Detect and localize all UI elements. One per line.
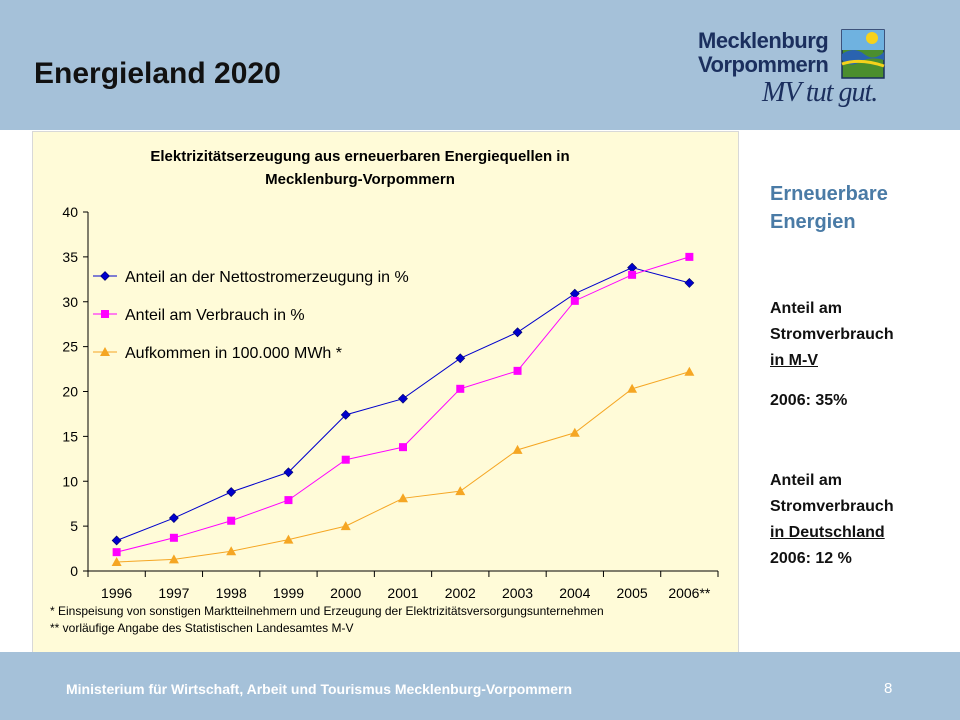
side-block2-line1: Anteil am [770,472,843,489]
logo-line2: Vorpommern [698,52,829,77]
side-heading-line2: Energien [770,211,856,233]
x-tick-label: 2006** [668,585,711,601]
legend-label-1: Anteil an der Nettostromerzeugung in % [125,269,409,286]
data-point-s1 [684,277,695,288]
data-point-s3 [398,493,408,503]
y-tick-label: 20 [62,384,78,400]
x-tick-label: 2004 [559,585,590,601]
chart-title-line2: Mecklenburg-Vorpommern [265,171,455,188]
y-tick-label: 10 [62,473,78,489]
footer-bar: Ministerium für Wirtschaft, Arbeit und T… [0,652,960,720]
data-point-s3 [111,557,122,567]
data-point-s2 [399,443,407,452]
logo: Mecklenburg Vorpommern MV tut gut. [690,22,940,112]
data-point-s1 [283,467,294,478]
data-point-s3 [512,444,523,454]
data-point-s1 [111,535,122,546]
chart-title-line1: Elektrizitätserzeugung aus erneuerbaren … [150,148,569,165]
side-heading: Erneuerbare Energien [770,180,950,236]
header-bar: Energieland 2020 Mecklenburg Vorpommern … [0,0,960,130]
chart-footnote-2: ** vorläufige Angabe des Statistischen L… [50,621,354,635]
chart-series [111,252,695,567]
data-point-s3 [226,546,237,556]
legend-label-3: Aufkommen in 100.000 MWh * [125,345,342,362]
line-chart: Elektrizitätserzeugung aus erneuerbaren … [50,148,719,635]
data-point-s1 [340,409,351,420]
side-block1-line1: Anteil am [770,300,843,317]
x-tick-label: 1996 [101,585,132,601]
side-block-de: Anteil am Stromverbrauch in Deutschland … [770,468,894,572]
y-tick-label: 5 [70,518,78,534]
data-point-s1 [168,513,179,523]
data-point-s2 [513,366,522,375]
series-line-2 [116,256,690,553]
x-tick-label: 2002 [445,585,476,601]
data-point-s3 [684,366,695,376]
data-point-s2 [169,533,178,542]
side-block2-line2: Stromverbrauch [770,498,894,515]
legend-label-2: Anteil am Verbrauch in % [125,307,305,324]
side-block1-line3: in M-V [770,352,818,369]
data-point-s2 [456,384,465,393]
logo-line1: Mecklenburg [698,28,829,53]
y-tick-label: 25 [62,339,78,355]
data-point-s3 [283,534,294,544]
y-tick-label: 15 [62,428,78,444]
x-tick-label: 2003 [502,585,533,601]
data-point-s3 [340,521,351,531]
data-point-s2 [341,455,350,464]
data-point-s2 [685,252,694,261]
landscape-logo-icon [841,29,885,79]
y-tick-label: 40 [62,204,78,220]
y-tick-label: 0 [70,563,78,579]
legend-marker-1 [100,271,110,281]
slide-title: Energieland 2020 [34,57,281,90]
data-point-s2 [227,516,236,525]
side-block1-line4: 2006: 35% [770,392,848,409]
data-point-s3 [627,383,638,393]
data-point-s2 [570,296,579,305]
side-block-mv: Anteil am Stromverbrauch in M-V 2006: 35… [770,296,894,414]
legend-marker-2 [101,310,109,318]
x-tick-label: 1997 [158,585,189,601]
data-point-s1 [398,393,408,404]
data-point-s2 [112,548,121,557]
data-point-s1 [627,262,638,273]
x-tick-label: 1998 [216,585,247,601]
data-point-s1 [455,353,466,364]
side-block1-line2: Stromverbrauch [770,326,894,343]
x-tick-label: 1999 [273,585,304,601]
data-point-s3 [168,554,179,564]
data-point-s1 [569,288,580,299]
logo-slogan: MV tut gut. [762,77,878,108]
chart-panel: Elektrizitätserzeugung aus erneuerbaren … [32,131,739,654]
chart-legend: Anteil an der Nettostromerzeugung in % An… [93,269,409,362]
legend-marker-3 [100,347,110,356]
data-point-s3 [455,486,466,496]
chart-footnote-1: * Einspeisung von sonstigen Marktteilneh… [50,604,604,618]
data-point-s2 [628,270,637,279]
side-block2-line3: in Deutschland [770,524,885,541]
y-tick-label: 30 [62,294,78,310]
x-tick-label: 2000 [330,585,361,601]
side-heading-line1: Erneuerbare [770,183,888,205]
x-tick-label: 2001 [387,585,418,601]
page-number: 8 [884,680,893,697]
footer-ministry: Ministerium für Wirtschaft, Arbeit und T… [66,681,572,697]
data-point-s1 [512,327,523,338]
x-tick-label: 2005 [617,585,648,601]
data-point-s1 [226,487,237,497]
chart-axes: 0 5 10 15 20 25 30 35 40 1996 1997 1998 1999 2000 2001… [62,204,719,601]
y-tick-label: 35 [62,249,78,265]
data-point-s2 [284,496,293,505]
side-block2-line4: 2006: 12 % [770,550,852,567]
data-point-s3 [569,427,580,437]
